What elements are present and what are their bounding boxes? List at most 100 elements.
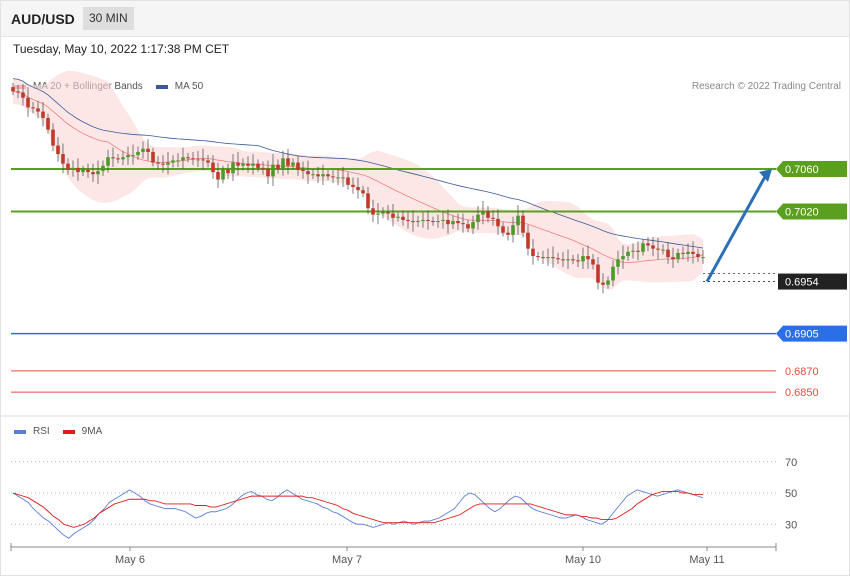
candle-body	[676, 252, 680, 260]
candle-body	[146, 148, 150, 152]
support-level-label: 0.6870	[785, 366, 819, 378]
candle-body	[436, 221, 440, 223]
candle-body	[666, 249, 670, 258]
candle-body	[621, 256, 625, 260]
candle-body	[636, 250, 640, 252]
candle-body	[601, 282, 605, 285]
rsi-tick-label: 50	[785, 488, 797, 500]
candle-body	[411, 221, 415, 223]
candle-body	[71, 167, 75, 170]
x-tick-label: May 11	[689, 554, 724, 566]
candle-body	[301, 170, 305, 172]
rsi-swatch	[14, 429, 26, 434]
candle-body	[206, 160, 210, 163]
forecast-arrow-head	[759, 168, 772, 182]
candle-body	[651, 245, 655, 249]
rsi-legend-label: RSI	[33, 426, 50, 437]
resistance-level-tag	[776, 160, 847, 177]
ma50-swatch	[155, 84, 168, 89]
candle-body	[531, 248, 535, 257]
candle-body	[201, 159, 205, 161]
candle-body	[346, 177, 350, 185]
timeframe-button[interactable]: 30 MIN	[83, 7, 134, 30]
candle-body	[251, 163, 255, 166]
9ma-line	[12, 490, 703, 528]
candle-body	[46, 117, 50, 130]
candle-body	[106, 157, 110, 166]
candle-body	[501, 226, 505, 233]
candle-body	[26, 97, 30, 108]
credit-label: Research © 2022 Trading Central	[691, 81, 841, 92]
candle-body	[616, 259, 620, 267]
x-tick-label: May 10	[565, 554, 601, 566]
support-level-tag-text: 0.6905	[785, 329, 819, 341]
candle-body	[671, 257, 675, 260]
candle-body	[351, 184, 355, 187]
candle-body	[241, 163, 245, 166]
candle-body	[536, 256, 540, 258]
candle-body	[271, 164, 275, 177]
candle-body	[456, 221, 460, 224]
candle-body	[171, 160, 175, 163]
candle-body	[416, 221, 420, 223]
symbol-label: AUD/USD	[11, 11, 75, 27]
candle-body	[386, 212, 390, 214]
candle-body	[316, 174, 320, 177]
candle-body	[91, 172, 95, 175]
candle-body	[286, 158, 290, 166]
candle-body	[356, 187, 360, 191]
candle-body	[466, 224, 470, 229]
candle-body	[61, 154, 65, 164]
candle-body	[571, 259, 575, 261]
candle-body	[381, 212, 385, 214]
datetime-label: Tuesday, May 10, 2022 1:17:38 PM CET	[13, 42, 230, 56]
candle-body	[151, 151, 155, 163]
rsi-tick-label: 30	[785, 519, 797, 531]
candle-body	[481, 211, 485, 215]
candle-body	[486, 211, 490, 218]
candle-body	[626, 251, 630, 257]
candle-body	[261, 167, 265, 169]
rsi-tick-label: 70	[785, 457, 797, 469]
rsi-line	[12, 489, 704, 539]
ma9-swatch	[62, 429, 75, 434]
candle-body	[546, 257, 550, 259]
candle-body	[366, 193, 370, 209]
candle-body	[166, 162, 170, 165]
candle-body	[31, 107, 35, 109]
candle-body	[446, 219, 450, 225]
candle-body	[641, 243, 645, 252]
candle-body	[441, 219, 445, 221]
candle-body	[421, 219, 425, 221]
candle-body	[476, 214, 480, 223]
candle-body	[176, 160, 180, 162]
candle-body	[211, 162, 215, 173]
candle-body	[231, 162, 235, 174]
candle-body	[51, 129, 55, 146]
candle-body	[516, 215, 520, 226]
candle-body	[461, 223, 465, 225]
candle-body	[431, 221, 435, 223]
candle-body	[156, 162, 160, 164]
candle-body	[681, 252, 685, 254]
candle-body	[306, 171, 310, 175]
candle-body	[236, 162, 240, 166]
candle-body	[656, 248, 660, 250]
candle-body	[566, 259, 570, 261]
candle-body	[76, 167, 80, 173]
support-level-tag	[776, 325, 847, 342]
candle-body	[691, 251, 695, 254]
candle-body	[661, 249, 665, 251]
candle-body	[131, 155, 135, 157]
candle-body	[396, 216, 400, 218]
candle-body	[596, 264, 600, 283]
candle-body	[96, 171, 100, 175]
candle-body	[451, 221, 455, 225]
candle-body	[646, 243, 650, 246]
candle-body	[186, 157, 190, 159]
candle-body	[336, 177, 340, 179]
candle-body	[496, 218, 500, 227]
resistance-level-tag-text: 0.7060	[785, 164, 819, 176]
x-tick-label: May 7	[332, 554, 362, 566]
